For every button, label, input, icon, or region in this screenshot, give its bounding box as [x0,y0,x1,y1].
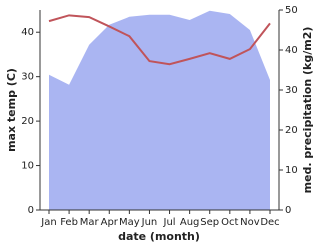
x-axis-label: date (month) [118,230,200,243]
y2-tick-label: 40 [285,45,298,56]
x-tick-label: Oct [221,217,238,228]
y2-tick-label: 50 [285,5,298,16]
y-tick-label: 20 [21,116,34,127]
y-axis-label: max temp (C) [5,68,18,152]
x-tick-label: Feb [60,217,78,228]
x-tick-label: Jun [141,217,158,228]
y2-tick-label: 10 [285,165,298,176]
x-tick-label: Sep [200,217,219,228]
x-tick-label: Nov [240,217,260,228]
y2-tick-label: 0 [285,205,291,216]
x-tick-label: Jul [163,217,176,228]
x-tick-label: Apr [101,217,119,228]
precipitation-area [49,10,270,210]
y2-tick-label: 30 [285,85,298,96]
y-tick-label: 10 [21,161,34,172]
y2-axis-label: med. precipitation (kg/m2) [301,27,314,194]
y-tick-label: 30 [21,72,34,83]
x-tick-label: Mar [80,217,100,228]
temp-line [48,14,271,66]
x-tick-label: Aug [180,217,200,228]
y-tick-label: 0 [28,205,34,216]
x-tick-label: Dec [260,217,279,228]
x-tick-label: May [119,217,140,228]
x-tick-label: Jan [40,217,56,228]
y2-tick-label: 20 [285,125,298,136]
y-tick-label: 40 [21,27,34,38]
